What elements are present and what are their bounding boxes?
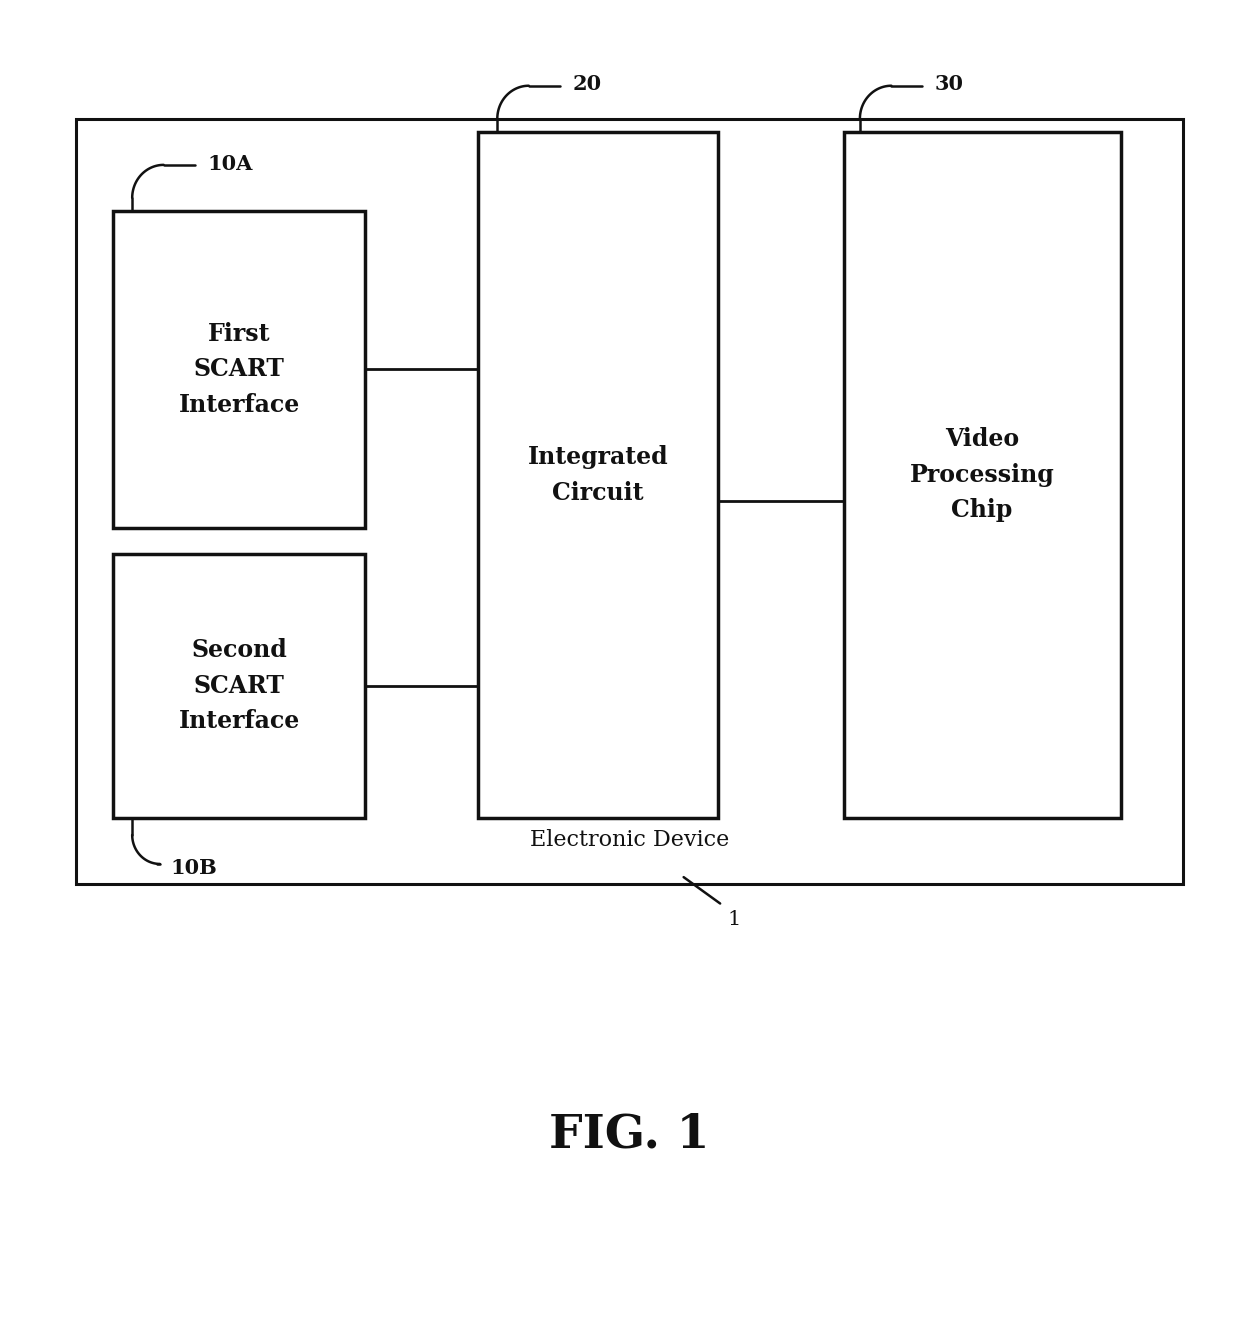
Text: First
SCART
Interface: First SCART Interface — [179, 322, 300, 417]
Text: 30: 30 — [934, 74, 963, 95]
Text: Video
Processing
Chip: Video Processing Chip — [910, 427, 1054, 522]
Text: Integrated
Circuit: Integrated Circuit — [528, 445, 669, 505]
Text: 10A: 10A — [208, 153, 253, 174]
Text: Electronic Device: Electronic Device — [530, 828, 729, 851]
Text: 10B: 10B — [170, 857, 217, 878]
Bar — [844, 132, 1121, 818]
Text: FIG. 1: FIG. 1 — [549, 1112, 710, 1157]
Bar — [478, 132, 718, 818]
Text: 20: 20 — [573, 74, 602, 95]
Text: Second
SCART
Interface: Second SCART Interface — [179, 638, 300, 733]
Bar — [113, 554, 365, 818]
Text: 1: 1 — [728, 910, 742, 929]
Bar — [76, 119, 1183, 884]
Bar — [113, 211, 365, 528]
